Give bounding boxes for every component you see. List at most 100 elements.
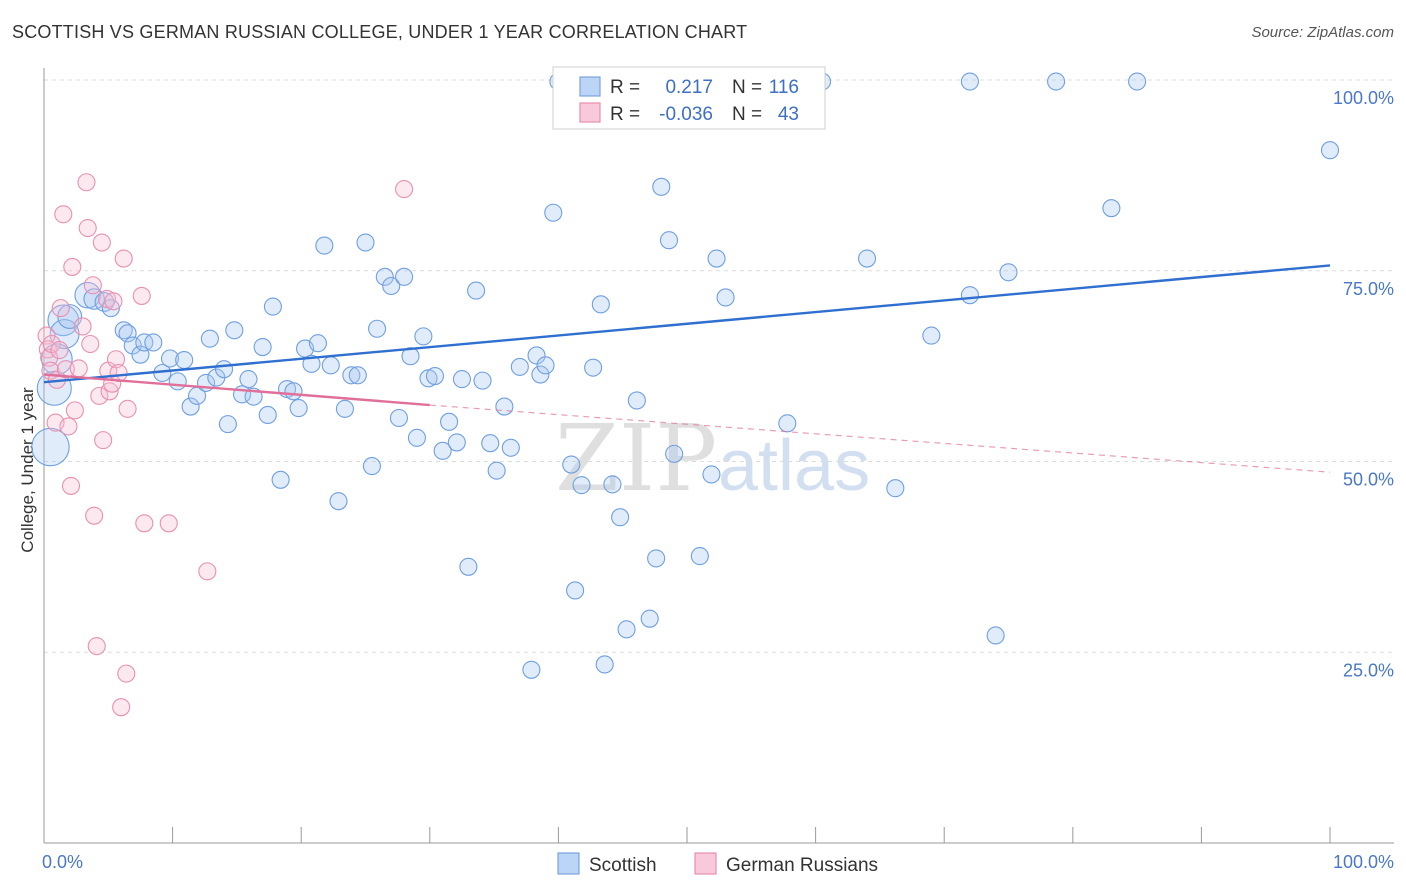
y-tick-labels: 100.0% 75.0% 50.0% 25.0% (1333, 88, 1394, 680)
data-point (459, 557, 478, 576)
data-point (611, 508, 630, 527)
data-point (85, 506, 104, 525)
data-point (31, 427, 70, 467)
data-point (960, 72, 979, 91)
data-point (81, 334, 100, 354)
trend-line-scottish (43, 264, 1331, 384)
trend-lines (43, 264, 1331, 473)
data-point (239, 370, 258, 389)
legend-n-value-2: 43 (778, 104, 799, 125)
data-point (531, 365, 550, 384)
data-point (284, 382, 303, 401)
data-point (54, 205, 73, 224)
data-point (857, 249, 877, 268)
data-point (263, 297, 282, 316)
data-point (536, 356, 555, 375)
data-point (562, 455, 581, 474)
data-point (92, 233, 111, 252)
watermark-zip: ZIP (555, 405, 717, 512)
data-point (395, 267, 414, 286)
data-point (362, 457, 381, 476)
data-point (510, 357, 529, 376)
data-point (886, 479, 905, 498)
data-point (253, 337, 272, 357)
data-point (382, 276, 401, 296)
data-point (112, 698, 131, 717)
data-point (617, 620, 636, 639)
data-point (652, 177, 671, 196)
data-point (59, 417, 78, 436)
data-point (584, 358, 603, 377)
data-point (94, 431, 113, 450)
data-point (1128, 72, 1147, 91)
bottom-legend: Scottish German Russians (557, 852, 878, 876)
german-russian-points (37, 173, 414, 717)
data-point (144, 333, 163, 352)
data-point (160, 349, 180, 368)
data-point (495, 397, 514, 416)
legend-n-value-1: 116 (769, 77, 799, 98)
data-point (289, 399, 308, 418)
chart-title: SCOTTISH VS GERMAN RUSSIAN COLLEGE, UNDE… (12, 22, 748, 42)
data-point (258, 405, 277, 425)
data-point (433, 441, 452, 460)
data-point (375, 267, 394, 286)
data-point (271, 470, 290, 489)
data-point (123, 336, 142, 355)
data-point (447, 433, 466, 452)
data-point (716, 288, 735, 307)
data-point (986, 626, 1005, 645)
data-point (90, 386, 109, 405)
x-tick-label-max: 100.0% (1333, 852, 1394, 872)
x-tick-label-min: 0.0% (42, 852, 83, 872)
watermark-atlas: atlas (718, 426, 870, 506)
data-point (106, 350, 126, 369)
data-point (467, 281, 486, 300)
data-point (335, 399, 354, 418)
data-point (78, 218, 97, 238)
data-point (368, 319, 387, 338)
legend-box: R = 0.217 N = 116 R = -0.036 N = 43 (552, 66, 826, 130)
data-point (175, 350, 194, 370)
y-tick-label: 25.0% (1343, 660, 1394, 680)
data-point (308, 334, 327, 353)
data-point (707, 249, 726, 268)
data-point (65, 401, 84, 420)
data-point (487, 461, 506, 480)
data-point (544, 203, 563, 222)
data-point (342, 366, 361, 385)
data-point (73, 317, 92, 336)
data-point (702, 465, 721, 484)
bottom-legend-label-scottish: Scottish (589, 855, 657, 876)
data-point (522, 660, 541, 679)
data-point (348, 366, 367, 385)
trend-line-german-russians (43, 373, 430, 407)
data-point (356, 233, 375, 252)
legend-n-label-2: N = (732, 104, 762, 125)
data-point (56, 360, 75, 379)
data-point (51, 299, 70, 318)
data-point (527, 346, 546, 365)
data-point (50, 341, 69, 360)
scottish-points (31, 72, 1340, 679)
legend-r-value-1: 0.217 (665, 77, 713, 98)
data-point (77, 173, 96, 192)
data-point (572, 476, 591, 495)
data-point (395, 180, 414, 199)
data-point (414, 327, 433, 346)
data-point (1102, 199, 1121, 218)
data-point (627, 391, 646, 410)
axes (43, 68, 1394, 844)
data-point (1047, 72, 1066, 91)
bottom-legend-swatch-scottish (557, 852, 580, 875)
data-point (61, 476, 81, 495)
data-point (83, 276, 102, 295)
data-point (40, 348, 59, 367)
data-point (63, 257, 82, 276)
data-point (640, 609, 659, 628)
data-point (114, 249, 133, 268)
data-point (603, 475, 622, 494)
data-point (117, 664, 136, 683)
data-point (200, 329, 219, 348)
